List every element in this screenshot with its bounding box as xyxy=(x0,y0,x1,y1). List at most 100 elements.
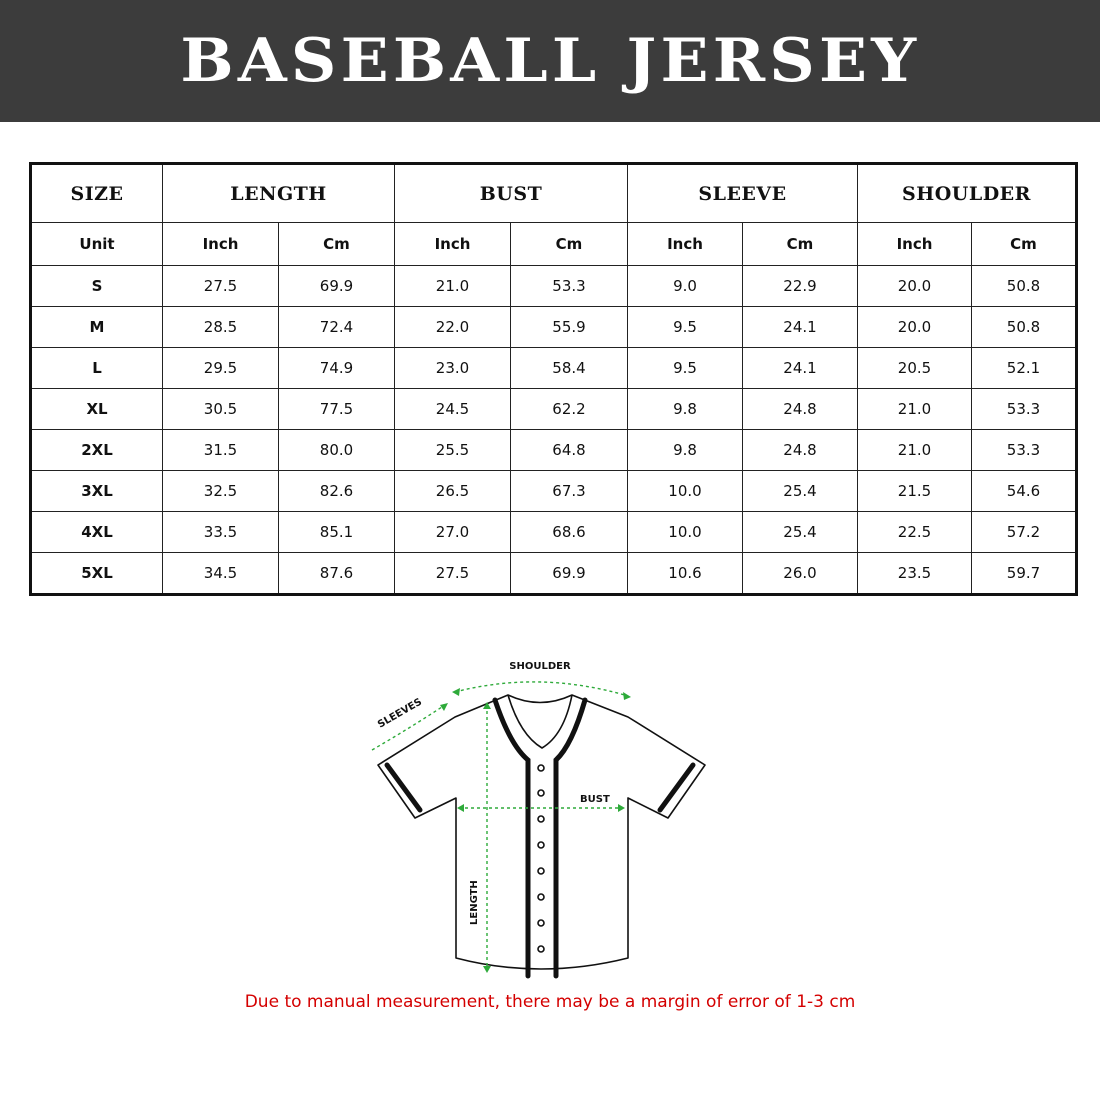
bust-label: BUST xyxy=(580,794,610,805)
measurement-cell: 30.5 xyxy=(162,388,279,430)
measurement-cell: 80.0 xyxy=(278,429,395,471)
title-banner: BASEBALL JERSEY xyxy=(0,0,1100,122)
measurement-cell: 9.5 xyxy=(627,347,743,389)
measurement-cell: 69.9 xyxy=(278,265,395,307)
table-row: L 29.5 74.9 23.0 58.4 9.5 24.1 20.5 52.1 xyxy=(30,347,1077,389)
measurement-cell: 26.0 xyxy=(742,552,858,595)
measurement-cell: 53.3 xyxy=(971,388,1077,430)
measurement-cell: 50.8 xyxy=(971,306,1077,348)
header-sleeve: SLEEVE xyxy=(627,163,858,223)
size-cell: 2XL xyxy=(30,429,163,471)
measurement-cell: 10.0 xyxy=(627,470,743,512)
measurement-cell: 25.4 xyxy=(742,511,858,553)
measurement-cell: 50.8 xyxy=(971,265,1077,307)
measurement-cell: 10.0 xyxy=(627,511,743,553)
measurement-cell: 34.5 xyxy=(162,552,279,595)
measurement-cell: 55.9 xyxy=(510,306,628,348)
measurement-cell: 25.4 xyxy=(742,470,858,512)
measurement-cell: 68.6 xyxy=(510,511,628,553)
measurement-cell: 10.6 xyxy=(627,552,743,595)
table-row: S 27.5 69.9 21.0 53.3 9.0 22.9 20.0 50.8 xyxy=(30,265,1077,307)
measurement-cell: 24.1 xyxy=(742,306,858,348)
unit-inch: Inch xyxy=(627,222,743,266)
measurement-cell: 57.2 xyxy=(971,511,1077,553)
header-size: SIZE xyxy=(30,163,163,223)
measurement-cell: 54.6 xyxy=(971,470,1077,512)
table-row: 4XL 33.5 85.1 27.0 68.6 10.0 25.4 22.5 57.2 xyxy=(30,511,1077,553)
measurement-cell: 9.0 xyxy=(627,265,743,307)
collar xyxy=(507,694,573,749)
size-cell: M xyxy=(30,306,163,348)
jersey-body xyxy=(377,694,706,970)
table-row: M 28.5 72.4 22.0 55.9 9.5 24.1 20.0 50.8 xyxy=(30,306,1077,348)
unit-inch: Inch xyxy=(394,222,511,266)
jersey-diagram: SHOULDER SLEEVES BUST LENGTH xyxy=(371,661,706,979)
size-cell: 5XL xyxy=(30,552,163,595)
size-chart-table: SIZE LENGTH BUST SLEEVE SHOULDER Unit In… xyxy=(29,162,1078,596)
measurement-cell: 53.3 xyxy=(971,429,1077,471)
measurement-cell: 21.0 xyxy=(857,388,972,430)
table-row: XL 30.5 77.5 24.5 62.2 9.8 24.8 21.0 53.3 xyxy=(30,388,1077,430)
unit-inch: Inch xyxy=(162,222,279,266)
measurement-cell: 72.4 xyxy=(278,306,395,348)
measurement-cell: 28.5 xyxy=(162,306,279,348)
length-label: LENGTH xyxy=(469,880,480,925)
unit-cm: Cm xyxy=(742,222,858,266)
size-cell: S xyxy=(30,265,163,307)
unit-cm: Cm xyxy=(278,222,395,266)
table-row: 3XL 32.5 82.6 26.5 67.3 10.0 25.4 21.5 54.6 xyxy=(30,470,1077,512)
measurement-note: Due to manual measurement, there may be … xyxy=(244,992,856,1012)
measurement-cell: 22.5 xyxy=(857,511,972,553)
size-cell: 4XL xyxy=(30,511,163,553)
sleeve-arrow xyxy=(371,704,446,751)
unit-cm: Cm xyxy=(971,222,1077,266)
measurement-cell: 67.3 xyxy=(510,470,628,512)
size-cell: L xyxy=(30,347,163,389)
measurement-cell: 24.8 xyxy=(742,388,858,430)
measurement-cell: 20.5 xyxy=(857,347,972,389)
measurement-cell: 52.1 xyxy=(971,347,1077,389)
measurement-cell: 26.5 xyxy=(394,470,511,512)
header-shoulder: SHOULDER xyxy=(857,163,1077,223)
measurement-cell: 27.5 xyxy=(162,265,279,307)
shoulder-label: SHOULDER xyxy=(509,661,571,672)
table-row: 2XL 31.5 80.0 25.5 64.8 9.8 24.8 21.0 53.3 xyxy=(30,429,1077,471)
measurement-cell: 20.0 xyxy=(857,265,972,307)
measurement-cell: 33.5 xyxy=(162,511,279,553)
measurement-cell: 21.0 xyxy=(857,429,972,471)
measurement-cell: 9.5 xyxy=(627,306,743,348)
measurement-cell: 24.5 xyxy=(394,388,511,430)
measurement-cell: 25.5 xyxy=(394,429,511,471)
measurement-cell: 74.9 xyxy=(278,347,395,389)
measurement-cell: 53.3 xyxy=(510,265,628,307)
measurement-cell: 27.5 xyxy=(394,552,511,595)
measurement-cell: 22.0 xyxy=(394,306,511,348)
measurement-cell: 24.1 xyxy=(742,347,858,389)
table-row: 5XL 34.5 87.6 27.5 69.9 10.6 26.0 23.5 59.7 xyxy=(30,552,1077,595)
page-title: BASEBALL JERSEY xyxy=(180,26,920,96)
measurement-cell: 58.4 xyxy=(510,347,628,389)
unit-label: Unit xyxy=(30,222,163,266)
header-length: LENGTH xyxy=(162,163,395,223)
measurement-cell: 85.1 xyxy=(278,511,395,553)
measurement-cell: 23.0 xyxy=(394,347,511,389)
sleeves-label: SLEEVES xyxy=(376,697,424,731)
measurement-cell: 82.6 xyxy=(278,470,395,512)
measurement-cell: 23.5 xyxy=(857,552,972,595)
measurement-cell: 31.5 xyxy=(162,429,279,471)
unit-row: Unit Inch Cm Inch Cm Inch Cm Inch Cm xyxy=(30,222,1077,266)
measurement-cell: 62.2 xyxy=(510,388,628,430)
size-cell: 3XL xyxy=(30,470,163,512)
measurement-cell: 21.0 xyxy=(394,265,511,307)
measurement-cell: 77.5 xyxy=(278,388,395,430)
measurement-cell: 21.5 xyxy=(857,470,972,512)
measurement-cell: 69.9 xyxy=(510,552,628,595)
size-cell: XL xyxy=(30,388,163,430)
measurement-cell: 29.5 xyxy=(162,347,279,389)
measurement-cell: 24.8 xyxy=(742,429,858,471)
measurement-cell: 22.9 xyxy=(742,265,858,307)
measurement-cell: 9.8 xyxy=(627,429,743,471)
unit-cm: Cm xyxy=(510,222,628,266)
measurement-cell: 27.0 xyxy=(394,511,511,553)
measurement-cell: 20.0 xyxy=(857,306,972,348)
